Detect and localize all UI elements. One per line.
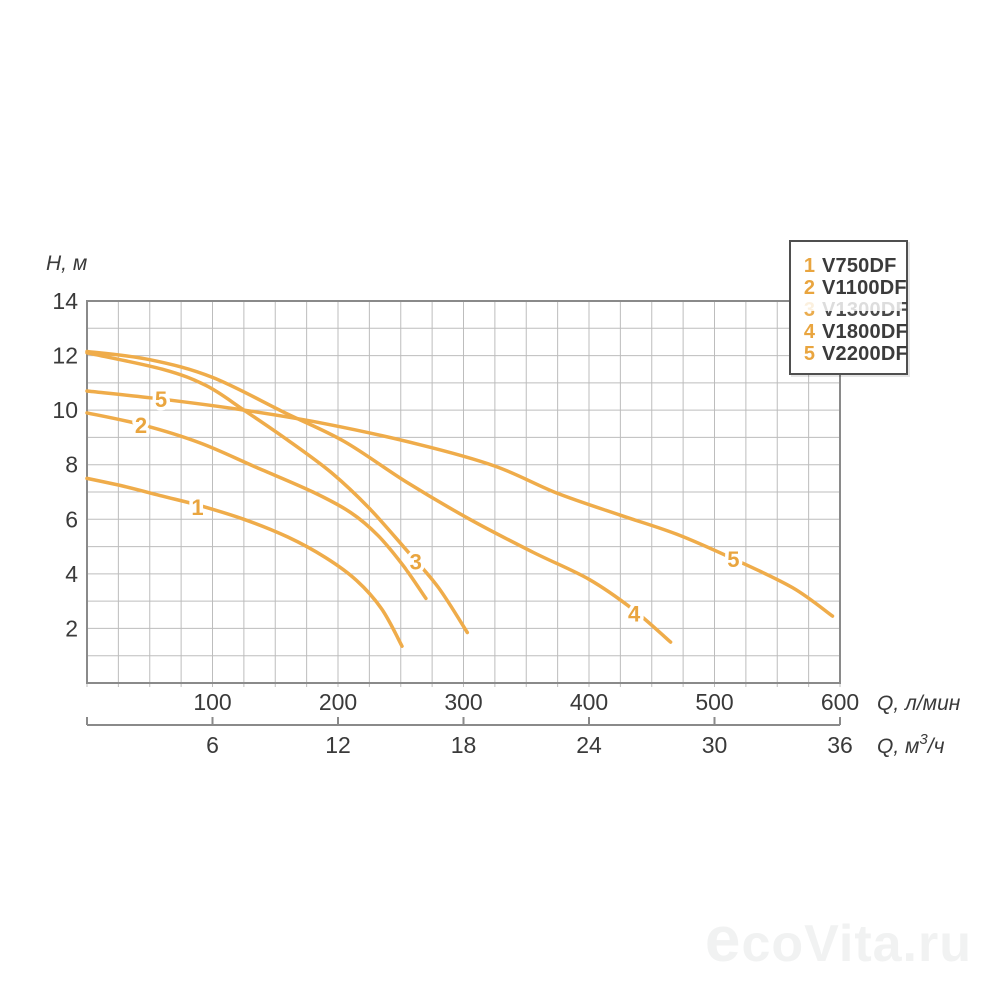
legend-series-number: 2 xyxy=(803,277,815,299)
curve-V1300DF xyxy=(85,351,470,635)
watermark: ecoVita.ru xyxy=(704,903,972,975)
y-axis-title: H, м xyxy=(46,252,87,275)
x-tick-lmin-100: 100 xyxy=(193,689,231,715)
y-tick-14: 14 xyxy=(52,288,78,314)
curve-label-V1800DF: 4 xyxy=(628,601,641,626)
legend-series-label: V1800DF xyxy=(822,321,908,343)
x-tick-m3h-12: 12 xyxy=(325,732,351,758)
legend-series-number: 4 xyxy=(803,321,815,343)
y-tick-2: 2 xyxy=(65,615,78,641)
legend-series-number: 3 xyxy=(803,299,815,321)
secondary-x-axis: 6 12 18 24 30 36 xyxy=(86,717,853,758)
y-tick-8: 8 xyxy=(65,452,78,478)
legend-series-label: V750DF xyxy=(822,255,897,277)
curve-label-V1300DF: 3 xyxy=(410,550,422,575)
curves xyxy=(85,349,835,648)
curve-label-V750DF: 1 xyxy=(191,495,203,520)
legend-row-v1300df: 3 V1300DF xyxy=(791,299,908,321)
x-tick-m3h-30: 30 xyxy=(702,732,728,758)
y-tick-4: 4 xyxy=(65,561,78,587)
plot-border-rect xyxy=(86,300,841,684)
curve-V1100DF xyxy=(85,411,428,601)
curve-V2200DF xyxy=(85,389,835,618)
legend-series-label: V1300DF xyxy=(822,299,908,321)
x-tick-lmin-500: 500 xyxy=(695,689,733,715)
curve-V1800DF xyxy=(85,349,673,644)
curve-label-V2200DF: 5 xyxy=(727,547,739,572)
y-tick-10: 10 xyxy=(52,397,78,423)
curve-V750DF xyxy=(85,476,404,648)
y-tick-12: 12 xyxy=(52,343,78,369)
legend-row-v1800df: 4 V1800DF xyxy=(791,321,908,343)
legend: 1 V750DF 2 V1100DF 3 V1300DF 4 V1800DF 5 V2200DF xyxy=(789,240,908,375)
legend-series-label: V1100DF xyxy=(822,277,907,299)
superscript-3: 3 xyxy=(919,731,928,748)
x-tick-lmin-300: 300 xyxy=(444,689,482,715)
x-axis-title-m3h: Q, м3/ч xyxy=(877,731,945,758)
x-tick-m3h-6: 6 xyxy=(206,732,219,758)
x-tick-m3h-36: 36 xyxy=(827,732,853,758)
legend-row-v750df: 1 V750DF xyxy=(791,255,906,277)
x-axis-title-lmin: Q, л/мин xyxy=(877,692,961,715)
legend-series-label: V2200DF xyxy=(822,343,908,365)
curve-label-V2200DF: 5 xyxy=(155,387,167,412)
x-tick-lmin-200: 200 xyxy=(319,689,357,715)
x-tick-lmin-400: 400 xyxy=(570,689,608,715)
legend-row-v1100df: 2 V1100DF xyxy=(791,277,907,299)
curve-label-V1100DF: 2 xyxy=(135,413,147,438)
curve-number-labels: 1 2 3 4 5 5 xyxy=(131,384,743,630)
y-tick-6: 6 xyxy=(65,506,78,532)
legend-series-number: 1 xyxy=(803,255,815,277)
legend-row-v2200df: 5 V2200DF xyxy=(791,343,908,365)
plot-border xyxy=(86,300,841,684)
x-tick-m3h-24: 24 xyxy=(576,732,602,758)
x-tick-lmin-600: 600 xyxy=(821,689,859,715)
x-tick-m3h-18: 18 xyxy=(451,732,477,758)
legend-series-number: 5 xyxy=(803,343,815,365)
